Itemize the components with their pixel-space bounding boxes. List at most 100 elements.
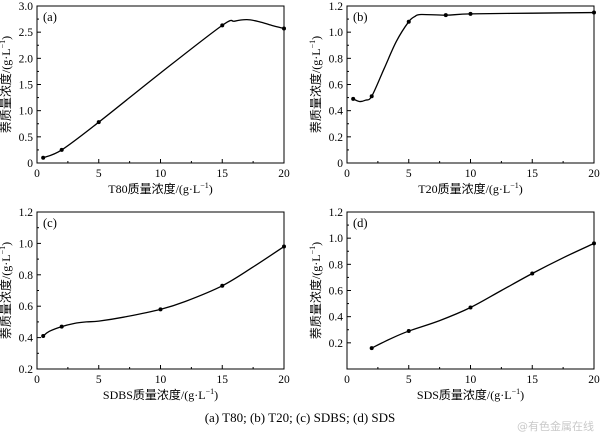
y-axis-label-main: 萘质量浓度/(g·L	[308, 48, 323, 133]
y-axis-label-tail: )	[309, 36, 323, 40]
data-point-b-3	[443, 13, 448, 18]
x-tick-label: 0	[34, 374, 40, 386]
y-axis-label: 萘质量浓度/(g·L−1)	[308, 36, 323, 133]
data-point-d-0	[369, 346, 374, 351]
y-tick-label: 0.8	[329, 53, 344, 65]
x-tick-label: 5	[96, 168, 102, 180]
x-axis-label-sup: −1	[512, 387, 521, 396]
y-axis-label-tail: )	[0, 242, 13, 246]
y-axis-label-sup: −1	[308, 40, 317, 49]
y-tick-label: 0.2	[19, 364, 34, 376]
y-tick-label: 0	[337, 158, 343, 170]
y-tick-label: 0.5	[19, 132, 34, 144]
x-axis-label-tail: )	[520, 388, 524, 402]
data-point-b-2	[406, 19, 411, 24]
x-axis-label: SDBS质量浓度/(g·L−1)	[103, 387, 218, 402]
data-point-c-4	[282, 244, 286, 249]
chart-panel-d: 0 5 10 15 20 0.2 0.4 0.6 0.8 1.0 1.2 (d) SDS质量浓度/(g·…	[308, 207, 600, 402]
data-point-c-3	[220, 283, 225, 288]
x-tick-label: 20	[278, 168, 290, 180]
y-tick-label: 1.0	[329, 27, 344, 39]
x-tick-label: 10	[465, 374, 477, 386]
y-tick-label: 0.6	[329, 80, 344, 92]
y-tick-label: 0.6	[329, 286, 344, 298]
plot-frame-b	[346, 5, 595, 164]
panel-label-c: (c)	[43, 216, 57, 230]
data-point-d-1	[406, 329, 411, 334]
y-axis-label-sup: −1	[308, 246, 317, 255]
y-axis-label-tail: )	[309, 242, 323, 246]
data-point-b-4	[468, 11, 473, 16]
data-point-b-1	[369, 94, 374, 99]
watermark-text: @有色金属在线	[517, 420, 594, 433]
y-tick-label: 1.2	[329, 207, 344, 219]
data-point-d-3	[530, 271, 535, 276]
y-axis-label-tail: )	[0, 36, 13, 40]
data-point-d-2	[468, 305, 473, 310]
x-tick-label: 5	[96, 374, 102, 386]
y-axis-label: 萘质量浓度/(g·L−1)	[0, 242, 13, 339]
chart-panel-a: 0 5 10 15 20 0 0.5 1.0 1.5 2.0 2.5 3.0 (a) T80质量浓度/(g…	[0, 1, 290, 196]
y-axis-label: 萘质量浓度/(g·L−1)	[0, 36, 13, 133]
x-tick-label: 20	[278, 374, 290, 386]
x-axis-label-tail: )	[214, 388, 218, 402]
x-axis-label-main: T80质量浓度/(g·L	[108, 181, 200, 196]
x-axis-label-sup: −1	[206, 387, 215, 396]
data-point-b-5	[592, 10, 596, 15]
y-tick-label: 1.2	[19, 207, 34, 219]
data-point-a-1	[59, 147, 64, 152]
y-tick-label: 0.4	[19, 333, 34, 345]
data-point-c-2	[158, 307, 163, 312]
x-axis-label-main: SDS质量浓度/(g·L	[417, 387, 512, 402]
x-tick-label: 20	[588, 168, 600, 180]
x-tick-label: 15	[527, 374, 539, 386]
y-tick-label: 1.5	[19, 80, 34, 92]
x-axis-label-tail: )	[209, 182, 213, 196]
series-line-c	[42, 245, 285, 337]
data-point-a-3	[220, 23, 225, 28]
x-tick-label: 20	[588, 374, 600, 386]
series-line-d	[371, 242, 595, 349]
x-tick-label: 15	[217, 168, 229, 180]
x-axis-label: T20质量浓度/(g·L−1)	[418, 181, 523, 196]
y-tick-label: 1.0	[329, 233, 344, 245]
y-axis-label-main: 萘质量浓度/(g·L	[0, 254, 13, 339]
y-axis-label-main: 萘质量浓度/(g·L	[308, 254, 323, 339]
y-tick-label: 0.4	[329, 106, 344, 118]
x-axis-label: SDS质量浓度/(g·L−1)	[417, 387, 524, 402]
x-axis-label-main: SDBS质量浓度/(g·L	[103, 387, 206, 402]
y-tick-label: 2.5	[19, 27, 34, 39]
y-tick-label: 1.2	[329, 1, 344, 13]
x-axis-label: T80质量浓度/(g·L−1)	[108, 181, 213, 196]
data-point-a-0	[41, 155, 46, 160]
data-point-d-4	[592, 241, 596, 246]
y-tick-label: 0.2	[329, 132, 344, 144]
chart-panel-c: 0 5 10 15 20 0.2 0.4 0.6 0.8 1.0 1.2 (c) SDBS质量浓度/(g…	[0, 207, 290, 402]
y-tick-label: 0.6	[19, 301, 34, 313]
data-point-c-1	[59, 324, 64, 329]
x-tick-label: 0	[344, 168, 350, 180]
series-line-a	[42, 18, 285, 159]
y-tick-label: 0.8	[19, 270, 34, 282]
data-point-b-0	[351, 96, 356, 101]
plot-frame-c	[36, 211, 285, 370]
panel-label-b: (b)	[353, 10, 368, 24]
y-tick-label: 2.0	[19, 53, 34, 65]
plot-frame-a	[36, 5, 285, 164]
data-point-c-0	[41, 334, 46, 339]
x-tick-label: 5	[406, 168, 412, 180]
data-point-a-4	[282, 26, 286, 31]
x-tick-label: 15	[217, 374, 229, 386]
y-tick-label: 1.0	[19, 106, 34, 118]
y-axis-label-sup: −1	[0, 40, 7, 49]
x-tick-label: 10	[155, 374, 167, 386]
x-tick-label: 10	[155, 168, 167, 180]
x-axis-label-tail: )	[519, 182, 523, 196]
x-axis-label-sup: −1	[200, 181, 209, 190]
y-tick-label: 0	[27, 158, 33, 170]
x-tick-label: 5	[406, 374, 412, 386]
y-axis-label: 萘质量浓度/(g·L−1)	[308, 242, 323, 339]
x-axis-label-sup: −1	[510, 181, 519, 190]
y-tick-label: 3.0	[19, 1, 34, 13]
